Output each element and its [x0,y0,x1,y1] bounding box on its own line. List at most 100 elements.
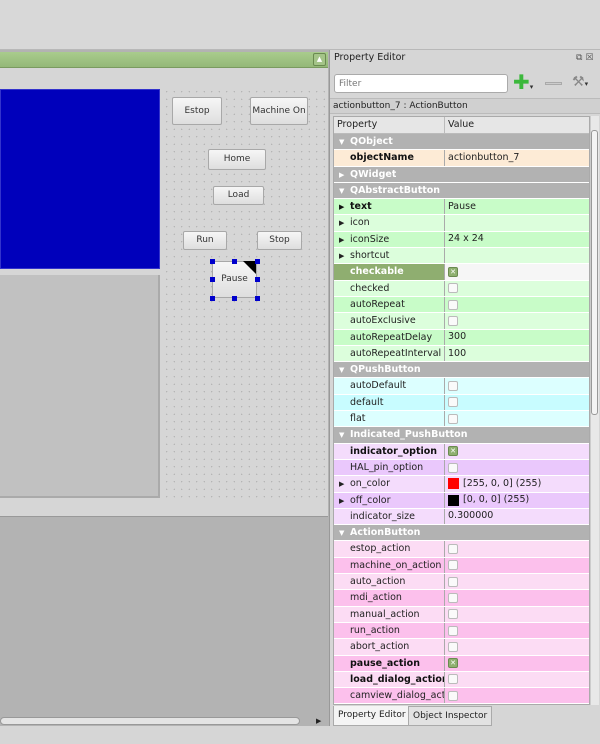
property-value-cell[interactable] [445,313,589,328]
property-row[interactable]: autoRepeat [334,296,589,314]
checkbox[interactable]: ✕ [448,267,458,278]
property-row[interactable]: objectName actionbutton_7 [334,150,589,167]
property-row[interactable]: checkable ✕ [334,264,589,281]
machine-on-button[interactable]: Machine On [250,97,308,125]
property-group[interactable]: ▼ Indicated_PushButton [334,427,589,444]
property-row[interactable]: load_dialog_action [334,671,589,689]
property-row[interactable]: autoDefault [334,378,589,395]
property-value-cell[interactable] [445,395,589,410]
checkbox[interactable] [448,560,458,571]
tab-object-inspector[interactable]: Object Inspector [408,706,493,726]
property-value-cell[interactable]: ✕ [445,656,589,671]
filter-input[interactable] [334,74,508,93]
property-row[interactable]: ▶ off_color [0, 0, 0] (255) [334,492,589,509]
property-row[interactable]: default [334,394,589,412]
resize-handle[interactable] [255,277,260,282]
property-group[interactable]: ▼ QPushButton [334,362,589,379]
property-row[interactable]: camview_dialog_acti... [334,688,589,704]
add-property-icon[interactable]: ✚▾ [513,70,534,94]
property-value-cell[interactable] [445,378,589,393]
property-value-cell[interactable]: ✕ [445,444,589,459]
checkbox[interactable] [448,462,458,473]
scrollbar-thumb[interactable] [591,130,598,415]
property-row[interactable]: autoRepeatInterval 100 [334,345,589,363]
property-row[interactable]: mdi_action [334,590,589,607]
property-value-cell[interactable] [445,411,589,426]
scroll-right-icon[interactable]: ▶ [316,717,322,725]
resize-handle[interactable] [255,296,260,301]
checkbox[interactable] [448,690,458,701]
property-row[interactable]: run_action [334,622,589,640]
property-value-cell[interactable]: [255, 0, 0] (255) [445,476,589,491]
property-value[interactable]: 0.300000 [448,510,494,522]
configure-wrench-icon[interactable]: ⚒▾ [572,74,589,90]
property-row[interactable]: abort_action [334,639,589,656]
checkbox[interactable] [448,397,458,408]
property-row[interactable]: autoRepeatDelay 300 [334,329,589,346]
property-row[interactable]: ▶ shortcut [334,248,589,265]
property-value-cell[interactable] [445,688,589,703]
expand-arrow-icon[interactable]: ▶ [339,203,345,212]
checkbox[interactable] [448,674,458,685]
property-row[interactable]: manual_action [334,606,589,623]
property-value[interactable]: [255, 0, 0] (255) [463,477,542,489]
property-value-cell[interactable] [445,248,589,263]
expanded-arrow-icon[interactable]: ▼ [339,366,345,375]
property-row[interactable]: estop_action [334,541,589,558]
estop-button[interactable]: Estop [172,97,222,125]
property-row[interactable]: origin_offset_dialog... [334,704,589,705]
property-row[interactable]: machine_on_action [334,557,589,575]
property-value-cell[interactable] [445,704,589,705]
property-value[interactable]: Pause [448,200,476,212]
checkbox[interactable]: ✕ [448,446,458,457]
horizontal-scrollbar[interactable] [0,717,300,725]
stop-button[interactable]: Stop [257,231,302,250]
expanded-arrow-icon[interactable]: ▼ [339,529,345,538]
checkbox[interactable] [448,544,458,555]
tab-property-editor[interactable]: Property Editor [333,706,411,726]
property-value-cell[interactable]: 0.300000 [445,509,589,524]
resize-handle[interactable] [232,296,237,301]
home-button[interactable]: Home [208,149,266,170]
property-row[interactable]: auto_action [334,574,589,591]
checkbox[interactable] [448,609,458,620]
property-value[interactable]: 100 [448,347,467,359]
property-value-cell[interactable]: Pause [445,199,589,214]
property-group[interactable]: ▼ QAbstractButton [334,182,589,200]
property-value-cell[interactable] [445,607,589,622]
property-row[interactable]: autoExclusive [334,313,589,330]
property-value-cell[interactable]: 24 x 24 [445,232,589,247]
property-row[interactable]: ▶ on_color [255, 0, 0] (255) [334,476,589,493]
checkbox[interactable] [448,299,458,310]
collapsed-arrow-icon[interactable]: ▶ [339,170,345,179]
maximize-icon[interactable]: ▲ [313,53,326,66]
property-row[interactable]: flat [334,411,589,428]
remove-property-icon[interactable] [545,82,562,85]
column-header-property[interactable]: Property [334,117,445,133]
form-window-titlebar[interactable] [0,52,328,68]
property-row[interactable]: ▶ icon [334,215,589,232]
property-value-cell[interactable] [445,215,589,230]
property-value-cell[interactable] [445,590,589,605]
checkbox[interactable] [448,413,458,424]
property-value-cell[interactable] [445,639,589,654]
expanded-arrow-icon[interactable]: ▼ [339,186,345,195]
property-group[interactable]: ▼ QObject [334,134,589,151]
property-value[interactable]: 24 x 24 [448,233,484,245]
property-row[interactable]: ▶ iconSize 24 x 24 [334,231,589,249]
load-button[interactable]: Load [213,186,264,205]
property-value-cell[interactable] [445,460,589,475]
checkbox[interactable] [448,315,458,326]
dock-float-close-icons[interactable]: ⧉☒ [576,53,597,63]
property-value-cell[interactable]: ✕ [445,264,589,280]
expand-arrow-icon[interactable]: ▶ [339,235,345,244]
expand-arrow-icon[interactable]: ▶ [339,219,345,228]
gray-panel-widget[interactable] [0,275,160,498]
property-value-cell[interactable]: actionbutton_7 [445,150,589,165]
property-row[interactable]: HAL_pin_option [334,459,589,477]
property-row[interactable]: ▶ text Pause [334,199,589,216]
property-group[interactable]: ▼ ActionButton [334,525,589,542]
property-value-cell[interactable] [445,297,589,312]
blue-widget[interactable] [0,89,160,269]
property-value[interactable]: 300 [448,331,467,343]
